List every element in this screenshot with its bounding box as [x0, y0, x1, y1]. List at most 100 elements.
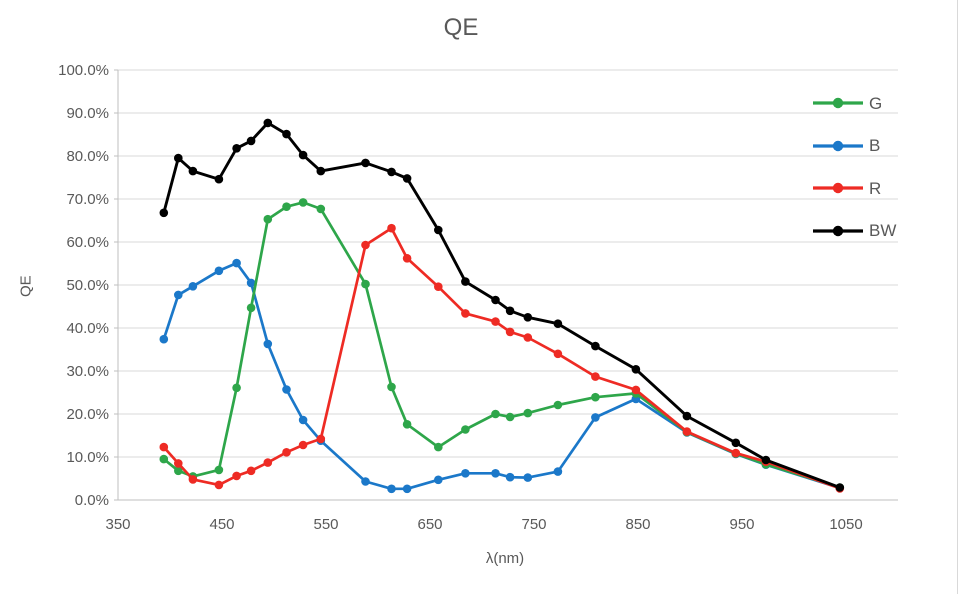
series-BW-marker: [298, 150, 308, 160]
legend-item-B: B: [812, 136, 880, 156]
series-BW-marker: [387, 167, 396, 177]
legend-swatch-icon: [813, 97, 863, 109]
y-tick-label: 20.0%: [66, 406, 109, 423]
x-tick-label: 1050: [829, 516, 862, 533]
series-B-marker: [402, 484, 412, 494]
series-B-marker: [591, 413, 600, 422]
series-BW-marker: [246, 136, 256, 146]
series-B-marker: [505, 472, 515, 482]
series-R-marker: [523, 333, 533, 342]
series-BW-marker: [232, 144, 241, 153]
legend-label: BW: [869, 221, 897, 240]
series-G-marker: [491, 409, 500, 419]
series-G-marker: [159, 454, 169, 464]
series-G-marker: [263, 214, 273, 224]
series-R-marker: [682, 427, 692, 436]
series-BW-marker: [316, 166, 326, 176]
series-BW: [159, 118, 845, 492]
series-R-marker: [434, 282, 443, 292]
series-G-marker: [174, 466, 183, 476]
series-R-marker: [402, 253, 412, 263]
y-tick-label: 30.0%: [66, 363, 109, 380]
series-B-marker: [553, 467, 563, 476]
y-tick-label: 0.0%: [75, 492, 109, 509]
x-tick-label: 450: [209, 516, 234, 533]
series-B-marker: [282, 385, 291, 394]
series-R-marker: [263, 458, 273, 467]
series-R-marker: [631, 385, 641, 395]
legend-item-R: R: [812, 178, 881, 198]
series-G-marker: [214, 465, 224, 475]
series-R-marker: [591, 372, 600, 381]
series-B-marker: [174, 290, 183, 300]
chart-title: QE: [443, 14, 479, 41]
series-B-marker: [298, 415, 308, 425]
series-BW-marker: [682, 411, 692, 421]
series-BW-marker: [553, 319, 563, 329]
series-BW-marker: [761, 455, 771, 465]
series-G-marker: [232, 383, 241, 393]
series-R-marker: [188, 475, 198, 484]
series-G-marker: [298, 198, 308, 207]
series-R-line: [162, 226, 842, 490]
series-R-marker: [232, 471, 241, 481]
legend-item-BW: BW: [812, 221, 896, 241]
series-BW-marker: [523, 313, 533, 322]
series-R-marker: [298, 440, 308, 450]
series-R-marker: [316, 434, 326, 444]
y-tick-label: 10.0%: [66, 449, 109, 466]
series-R-marker: [553, 349, 563, 359]
x-tick-label: 650: [417, 516, 442, 533]
series-BW-line: [162, 121, 842, 489]
y-tick-label: 90.0%: [66, 105, 109, 122]
series-B-marker: [263, 339, 273, 349]
series-R-marker: [731, 448, 741, 458]
series-BW-marker: [505, 306, 515, 316]
series-B-marker: [159, 334, 169, 344]
series-G-marker: [591, 392, 600, 402]
y-tick-label: 60.0%: [66, 234, 109, 251]
series-B-marker: [232, 258, 241, 268]
y-tick-label: 50.0%: [66, 277, 109, 294]
y-tick-label: 100.0%: [58, 62, 109, 79]
series-R-marker: [361, 240, 370, 250]
x-tick-label: 550: [313, 516, 338, 533]
series-G-marker: [387, 382, 396, 392]
series-R-marker: [461, 309, 470, 318]
series-R-marker: [282, 448, 291, 457]
series-BW-marker: [174, 153, 183, 163]
series-BW-marker: [591, 341, 600, 351]
legend-swatch-icon: [813, 225, 863, 236]
y-tick-label: 70.0%: [66, 191, 109, 208]
series-G-marker: [316, 204, 326, 214]
series-B-marker: [361, 477, 370, 486]
y-axis-title: QE: [17, 275, 35, 297]
legend-label: B: [869, 136, 881, 155]
series-BW-marker: [835, 483, 845, 492]
series-B-marker: [387, 484, 396, 494]
legend-label: G: [869, 93, 883, 113]
legend-label: R: [869, 178, 882, 198]
series-G-marker: [553, 400, 563, 410]
series-BW-marker: [214, 174, 224, 184]
series-B-marker: [523, 473, 533, 482]
x-tick-label: 950: [729, 516, 754, 533]
series-R-marker: [387, 223, 396, 233]
y-tick-label: 80.0%: [66, 148, 109, 165]
series-G-marker: [282, 202, 291, 211]
series-R-marker: [174, 459, 183, 468]
series-B: [159, 258, 845, 494]
legend-swatch-icon: [813, 182, 863, 194]
x-axis-title: λ(nm): [485, 550, 525, 567]
series-G-marker: [402, 420, 412, 429]
series-B-marker: [246, 278, 256, 288]
series-BW-marker: [461, 277, 470, 286]
series-BW-marker: [434, 225, 443, 235]
x-tick-label: 750: [521, 516, 546, 533]
series-BW-marker: [491, 295, 500, 305]
series-R-marker: [246, 466, 256, 476]
legend-item-G: G: [812, 93, 882, 113]
series-G-marker: [461, 425, 470, 434]
